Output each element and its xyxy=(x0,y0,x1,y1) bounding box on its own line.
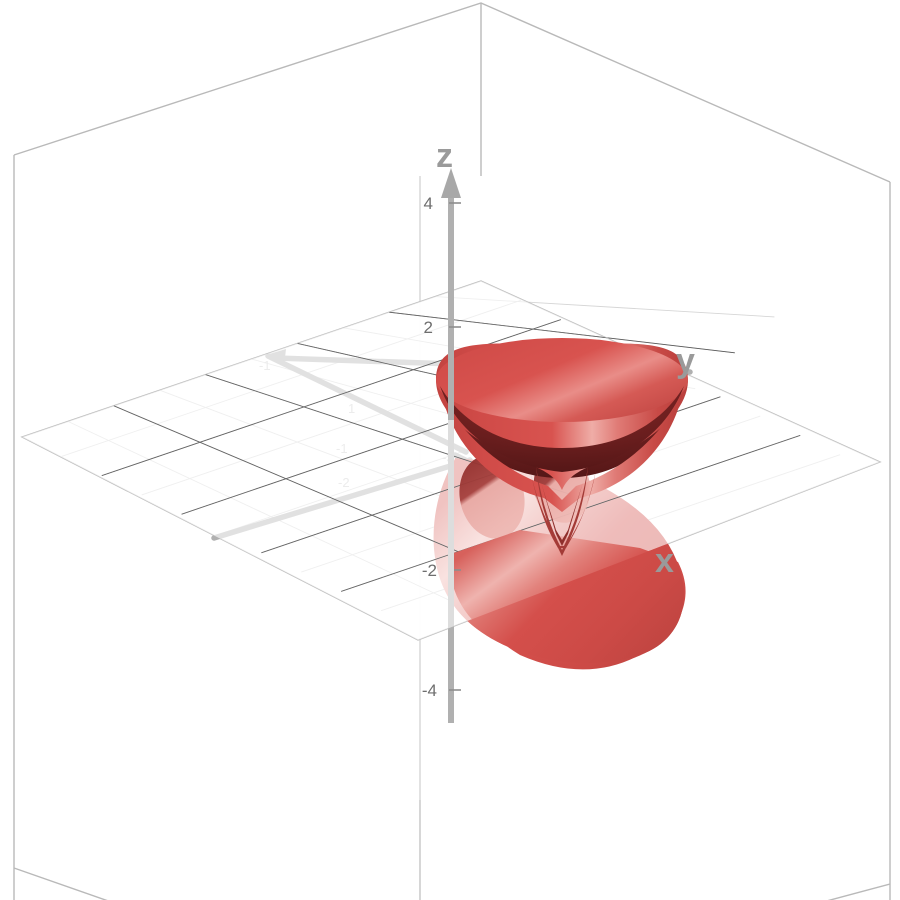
z-tick-4: 4 xyxy=(424,194,433,213)
x-axis-label: x xyxy=(655,542,674,580)
z-tick-minus4: -4 xyxy=(422,681,437,700)
y-axis-label: y xyxy=(676,342,695,380)
z-tick-labels: 4 2 -2 -4 xyxy=(422,194,437,700)
z-tick-minus2: -2 xyxy=(422,561,437,580)
upper-nappe xyxy=(436,338,688,548)
z-axis-label: z xyxy=(436,137,453,175)
z-tick-2: 2 xyxy=(424,318,433,337)
z-axis-ticks xyxy=(449,202,461,691)
